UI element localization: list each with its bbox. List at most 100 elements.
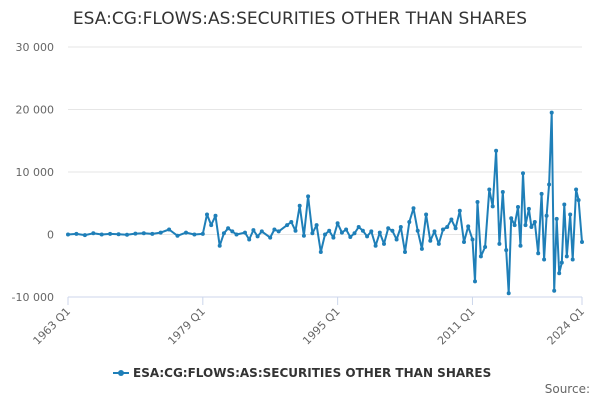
data-point[interactable]: [99, 232, 104, 237]
data-point[interactable]: [247, 237, 252, 242]
data-point[interactable]: [539, 191, 544, 196]
data-point[interactable]: [554, 216, 559, 221]
data-point[interactable]: [356, 225, 361, 229]
data-point[interactable]: [285, 223, 290, 228]
data-point[interactable]: [369, 229, 374, 234]
data-point[interactable]: [268, 235, 273, 240]
source-label[interactable]: Source:: [545, 382, 590, 396]
data-point[interactable]: [483, 245, 488, 249]
data-point[interactable]: [352, 231, 357, 236]
data-point[interactable]: [209, 223, 214, 228]
data-point[interactable]: [559, 260, 564, 265]
data-point[interactable]: [490, 204, 495, 209]
data-point[interactable]: [419, 246, 424, 251]
data-point[interactable]: [478, 254, 483, 259]
data-point[interactable]: [310, 231, 315, 236]
data-point[interactable]: [373, 243, 378, 248]
data-point[interactable]: [205, 212, 209, 217]
data-point[interactable]: [542, 257, 547, 262]
data-point[interactable]: [339, 230, 344, 235]
data-point[interactable]: [445, 225, 450, 229]
data-point[interactable]: [234, 232, 239, 237]
data-point[interactable]: [506, 291, 511, 296]
data-point[interactable]: [497, 241, 502, 246]
data-point[interactable]: [544, 213, 549, 218]
data-point[interactable]: [570, 257, 575, 262]
data-point[interactable]: [453, 226, 458, 231]
data-point[interactable]: [133, 231, 138, 236]
data-point[interactable]: [259, 229, 264, 234]
data-point[interactable]: [457, 208, 462, 213]
data-point[interactable]: [466, 224, 471, 229]
legend[interactable]: ESA:CG:FLOWS:AS:SECURITIES OTHER THAN SH…: [113, 366, 491, 380]
data-point[interactable]: [230, 229, 235, 234]
data-point[interactable]: [158, 230, 163, 235]
data-point[interactable]: [394, 237, 399, 242]
data-point[interactable]: [306, 194, 311, 199]
data-point[interactable]: [562, 202, 567, 207]
data-point[interactable]: [331, 235, 336, 240]
data-point[interactable]: [462, 240, 466, 244]
data-point[interactable]: [251, 228, 256, 233]
data-point[interactable]: [348, 235, 353, 239]
data-point[interactable]: [574, 187, 579, 192]
data-point[interactable]: [276, 229, 281, 234]
data-point[interactable]: [512, 223, 517, 228]
data-point[interactable]: [382, 241, 386, 246]
data-point[interactable]: [116, 232, 121, 237]
data-point[interactable]: [494, 148, 499, 153]
data-point[interactable]: [504, 248, 509, 253]
data-point[interactable]: [549, 110, 554, 115]
data-point[interactable]: [125, 232, 129, 237]
data-point[interactable]: [335, 221, 340, 226]
data-point[interactable]: [415, 228, 420, 233]
data-point[interactable]: [526, 206, 531, 211]
data-point[interactable]: [82, 233, 87, 238]
data-point[interactable]: [516, 205, 520, 209]
data-point[interactable]: [365, 234, 370, 239]
data-point[interactable]: [200, 231, 205, 236]
data-point[interactable]: [518, 243, 523, 248]
data-point[interactable]: [473, 279, 477, 284]
data-point[interactable]: [398, 225, 403, 229]
data-point[interactable]: [91, 231, 96, 236]
data-point[interactable]: [500, 190, 505, 194]
data-point[interactable]: [523, 223, 528, 228]
data-point[interactable]: [74, 231, 79, 236]
data-point[interactable]: [536, 251, 541, 256]
data-point[interactable]: [390, 228, 395, 233]
data-point[interactable]: [255, 234, 260, 239]
data-point[interactable]: [407, 220, 412, 224]
data-point[interactable]: [360, 228, 365, 233]
data-point[interactable]: [529, 225, 534, 229]
data-point[interactable]: [487, 187, 492, 192]
data-point[interactable]: [403, 250, 407, 254]
data-point[interactable]: [428, 238, 433, 243]
data-point[interactable]: [552, 288, 557, 293]
data-point[interactable]: [470, 237, 475, 242]
data-point[interactable]: [327, 228, 332, 233]
data-point[interactable]: [432, 229, 437, 234]
data-point[interactable]: [449, 217, 454, 222]
data-point[interactable]: [318, 250, 323, 254]
data-point[interactable]: [377, 230, 382, 235]
data-point[interactable]: [66, 232, 70, 237]
data-point[interactable]: [441, 227, 445, 232]
data-point[interactable]: [547, 182, 552, 187]
data-point[interactable]: [213, 213, 218, 218]
data-point[interactable]: [568, 212, 573, 217]
data-point[interactable]: [297, 203, 302, 208]
data-point[interactable]: [167, 227, 172, 232]
data-point[interactable]: [184, 230, 188, 235]
data-point[interactable]: [175, 233, 180, 238]
data-point[interactable]: [557, 271, 562, 276]
data-point[interactable]: [344, 227, 349, 232]
data-point[interactable]: [289, 220, 294, 224]
data-point[interactable]: [475, 200, 480, 204]
data-point[interactable]: [141, 231, 146, 236]
data-point[interactable]: [424, 212, 429, 217]
data-point[interactable]: [580, 240, 584, 244]
data-point[interactable]: [108, 231, 113, 236]
data-point[interactable]: [509, 216, 514, 221]
data-point[interactable]: [217, 243, 222, 248]
